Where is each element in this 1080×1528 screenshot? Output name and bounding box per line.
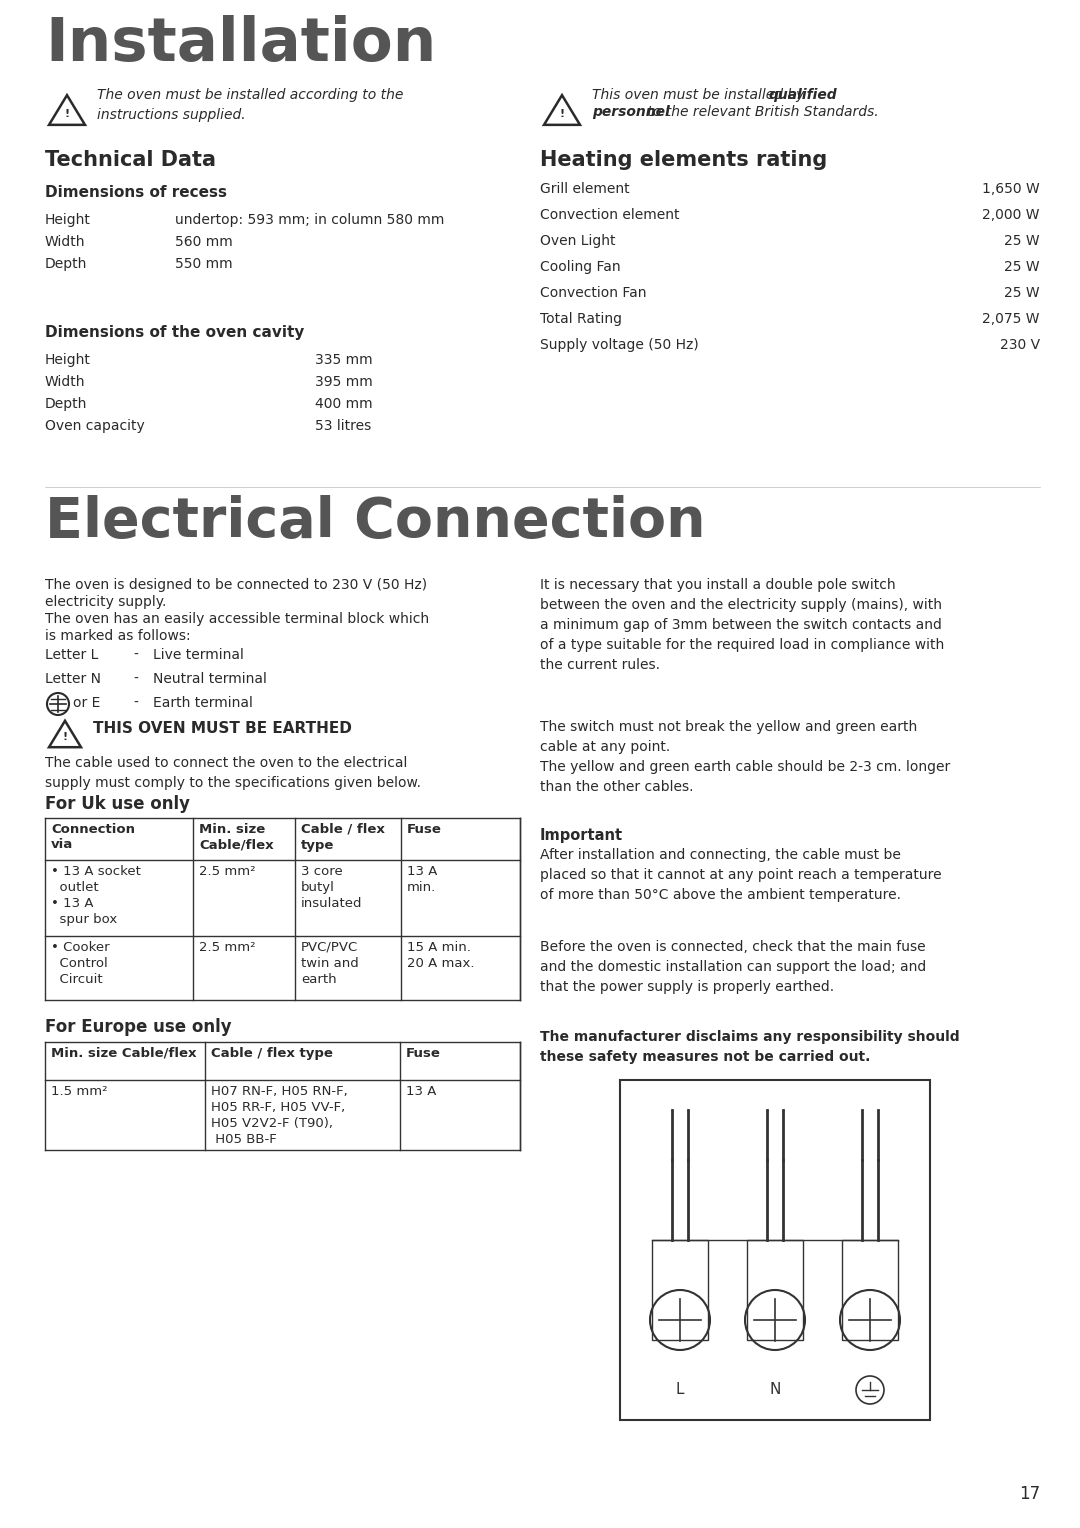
Text: Live terminal: Live terminal	[153, 648, 244, 662]
Text: Height: Height	[45, 212, 91, 228]
Text: !: !	[63, 732, 68, 743]
Text: • Cooker
  Control
  Circuit: • Cooker Control Circuit	[51, 941, 110, 986]
Text: Convection Fan: Convection Fan	[540, 286, 647, 299]
Text: Heating elements rating: Heating elements rating	[540, 150, 827, 170]
Text: Technical Data: Technical Data	[45, 150, 216, 170]
Text: Supply voltage (50 Hz): Supply voltage (50 Hz)	[540, 338, 699, 351]
Text: 1.5 mm²: 1.5 mm²	[51, 1085, 108, 1099]
Text: 2.5 mm²: 2.5 mm²	[199, 865, 256, 879]
Text: For Europe use only: For Europe use only	[45, 1018, 231, 1036]
Text: qualified: qualified	[769, 89, 837, 102]
Text: Earth terminal: Earth terminal	[153, 695, 253, 711]
Text: 25 W: 25 W	[1004, 286, 1040, 299]
Text: Important: Important	[540, 828, 623, 843]
Text: N: N	[769, 1381, 781, 1397]
Text: 17: 17	[1018, 1485, 1040, 1504]
Text: • 13 A socket
  outlet
• 13 A
  spur box: • 13 A socket outlet • 13 A spur box	[51, 865, 140, 926]
Text: Depth: Depth	[45, 257, 87, 270]
Text: personnel: personnel	[592, 105, 670, 119]
Text: H07 RN-F, H05 RN-F,
H05 RR-F, H05 VV-F,
H05 V2V2-F (T90),
 H05 BB-F: H07 RN-F, H05 RN-F, H05 RR-F, H05 VV-F, …	[211, 1085, 348, 1146]
Text: 400 mm: 400 mm	[315, 397, 373, 411]
Text: Installation: Installation	[45, 15, 436, 73]
Text: THIS OVEN MUST BE EARTHED: THIS OVEN MUST BE EARTHED	[93, 721, 352, 736]
Text: 230 V: 230 V	[1000, 338, 1040, 351]
Bar	[652, 1241, 708, 1340]
Text: Cooling Fan: Cooling Fan	[540, 260, 621, 274]
Text: Fuse: Fuse	[407, 824, 442, 836]
Text: For Uk use only: For Uk use only	[45, 795, 190, 813]
Text: It is necessary that you install a double pole switch
between the oven and the e: It is necessary that you install a doubl…	[540, 578, 944, 672]
Text: Fuse: Fuse	[406, 1047, 441, 1060]
Text: -: -	[133, 695, 138, 711]
Text: Oven Light: Oven Light	[540, 234, 616, 248]
Text: 25 W: 25 W	[1004, 260, 1040, 274]
Text: Min. size
Cable/flex: Min. size Cable/flex	[199, 824, 273, 851]
Text: Letter L: Letter L	[45, 648, 98, 662]
Text: The oven must be installed according to the
instructions supplied.: The oven must be installed according to …	[97, 89, 403, 122]
Bar	[747, 1241, 804, 1340]
Text: 550 mm: 550 mm	[175, 257, 232, 270]
Text: or E: or E	[73, 695, 100, 711]
Text: Depth: Depth	[45, 397, 87, 411]
Text: Cable / flex type: Cable / flex type	[211, 1047, 333, 1060]
Text: Neutral terminal: Neutral terminal	[153, 672, 267, 686]
Text: Width: Width	[45, 374, 85, 390]
Text: After installation and connecting, the cable must be
placed so that it cannot at: After installation and connecting, the c…	[540, 848, 942, 902]
Text: The switch must not break the yellow and green earth
cable at any point.
The yel: The switch must not break the yellow and…	[540, 720, 950, 795]
Text: 13 A: 13 A	[406, 1085, 436, 1099]
Text: electricity supply.: electricity supply.	[45, 594, 166, 610]
Bar	[620, 1080, 930, 1420]
Text: -: -	[133, 672, 138, 686]
Text: Total Rating: Total Rating	[540, 312, 622, 325]
Text: Electrical Connection: Electrical Connection	[45, 495, 705, 549]
Text: Dimensions of recess: Dimensions of recess	[45, 185, 227, 200]
Text: !: !	[559, 108, 565, 119]
Text: Grill element: Grill element	[540, 182, 630, 196]
Text: 335 mm: 335 mm	[315, 353, 373, 367]
Text: Cable / flex
type: Cable / flex type	[301, 824, 384, 851]
Text: Min. size Cable/flex: Min. size Cable/flex	[51, 1047, 197, 1060]
Text: Height: Height	[45, 353, 91, 367]
Text: 13 A
min.: 13 A min.	[407, 865, 437, 894]
Text: The oven is designed to be connected to 230 V (50 Hz): The oven is designed to be connected to …	[45, 578, 427, 591]
Text: 53 litres: 53 litres	[315, 419, 372, 432]
Text: Connection
via: Connection via	[51, 824, 135, 851]
Text: 3 core
butyl
insulated: 3 core butyl insulated	[301, 865, 363, 911]
Text: This oven must be installed by: This oven must be installed by	[592, 89, 809, 102]
Text: 2.5 mm²: 2.5 mm²	[199, 941, 256, 953]
Text: PVC/PVC
twin and
earth: PVC/PVC twin and earth	[301, 941, 359, 986]
Text: Letter N: Letter N	[45, 672, 102, 686]
Text: undertop: 593 mm; in column 580 mm: undertop: 593 mm; in column 580 mm	[175, 212, 444, 228]
Text: 1,650 W: 1,650 W	[982, 182, 1040, 196]
Text: 25 W: 25 W	[1004, 234, 1040, 248]
Text: Before the oven is connected, check that the main fuse
and the domestic installa: Before the oven is connected, check that…	[540, 940, 927, 995]
Text: 560 mm: 560 mm	[175, 235, 233, 249]
Text: to the relevant British Standards.: to the relevant British Standards.	[644, 105, 879, 119]
Text: Oven capacity: Oven capacity	[45, 419, 145, 432]
Text: The manufacturer disclaims any responsibility should
these safety measures not b: The manufacturer disclaims any responsib…	[540, 1030, 960, 1063]
Text: Width: Width	[45, 235, 85, 249]
Text: 15 A min.
20 A max.: 15 A min. 20 A max.	[407, 941, 474, 970]
Text: !: !	[65, 108, 69, 119]
Text: -: -	[133, 648, 138, 662]
Text: The cable used to connect the oven to the electrical
supply must comply to the s: The cable used to connect the oven to th…	[45, 756, 421, 790]
Text: is marked as follows:: is marked as follows:	[45, 630, 191, 643]
Text: 2,000 W: 2,000 W	[983, 208, 1040, 222]
Text: 395 mm: 395 mm	[315, 374, 373, 390]
Text: The oven has an easily accessible terminal block which: The oven has an easily accessible termin…	[45, 613, 429, 626]
Text: Dimensions of the oven cavity: Dimensions of the oven cavity	[45, 325, 305, 341]
Text: 2,075 W: 2,075 W	[983, 312, 1040, 325]
Bar	[842, 1241, 897, 1340]
Text: Convection element: Convection element	[540, 208, 679, 222]
Text: L: L	[676, 1381, 685, 1397]
